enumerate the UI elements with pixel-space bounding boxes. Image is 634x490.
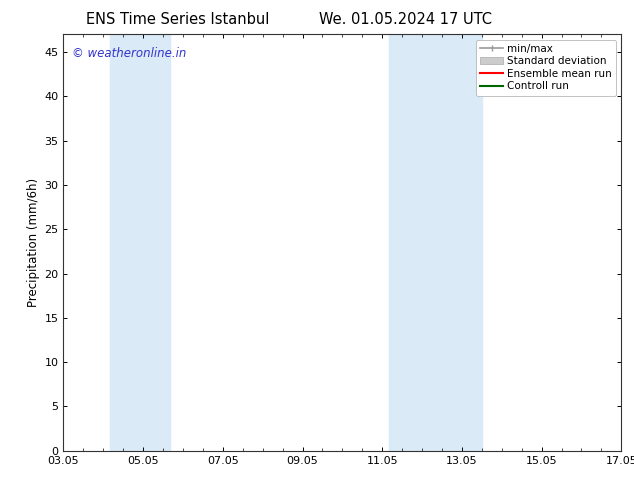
Text: ENS Time Series Istanbul: ENS Time Series Istanbul — [86, 12, 269, 27]
Bar — [110, 34, 170, 451]
Y-axis label: Precipitation (mm/6h): Precipitation (mm/6h) — [27, 178, 40, 307]
Legend: min/max, Standard deviation, Ensemble mean run, Controll run: min/max, Standard deviation, Ensemble me… — [476, 40, 616, 96]
Bar — [422, 34, 482, 451]
Bar — [389, 34, 422, 451]
Text: We. 01.05.2024 17 UTC: We. 01.05.2024 17 UTC — [320, 12, 492, 27]
Text: © weatheronline.in: © weatheronline.in — [72, 47, 186, 60]
